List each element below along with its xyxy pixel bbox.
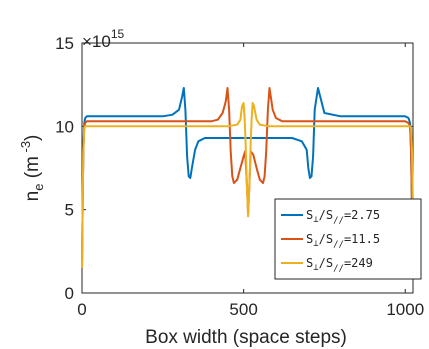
x-axis-label: Box width (space steps) bbox=[145, 327, 347, 348]
legend-entry-1-d: // bbox=[333, 240, 344, 250]
legend-entry-1-e: =11.5 bbox=[344, 232, 380, 246]
x-tick-label-2: 1000 bbox=[386, 300, 424, 319]
y-tick-label-2: 10 bbox=[55, 117, 74, 136]
legend-entry-1: S⊥/S//=11.5 bbox=[306, 232, 380, 250]
y-tick-label-1: 5 bbox=[65, 201, 74, 220]
y-exponent-power: 15 bbox=[111, 27, 125, 41]
y-tick-label-3: 15 bbox=[55, 34, 74, 53]
legend-entry-0-c: /S bbox=[319, 208, 333, 222]
y-axis-label-main: n bbox=[22, 191, 43, 202]
y-axis-label-unit-close: ) bbox=[22, 135, 43, 141]
series-line-0 bbox=[81, 87, 414, 269]
legend-entry-2: S⊥/S//=249 bbox=[306, 256, 373, 274]
y-exponent: ×1015 bbox=[82, 27, 125, 51]
legend-entry-2-d: // bbox=[333, 264, 344, 274]
x-tick-label-0: 0 bbox=[77, 300, 86, 319]
y-tick-label-0: 0 bbox=[65, 284, 74, 303]
legend-entry-0-a: S bbox=[306, 208, 313, 222]
legend-entry-2-c: /S bbox=[319, 256, 333, 270]
legend-entry-0-e: =2.75 bbox=[344, 208, 380, 222]
legend: S⊥/S//=2.75 S⊥/S//=11.5 S⊥/S//=249 bbox=[274, 198, 422, 280]
legend-entry-1-c: /S bbox=[319, 232, 333, 246]
y-axis-label-sub: e bbox=[31, 184, 46, 191]
series-layer bbox=[81, 87, 414, 269]
legend-entry-0-b: ⊥ bbox=[313, 215, 319, 225]
x-tick-label-1: 500 bbox=[229, 300, 257, 319]
legend-entry-2-a: S bbox=[306, 256, 313, 270]
legend-entry-2-e: =249 bbox=[344, 256, 373, 270]
y-axis-label: ne (m -3) bbox=[18, 135, 46, 202]
y-exponent-prefix: ×10 bbox=[82, 32, 111, 51]
legend-entry-0-d: // bbox=[333, 216, 344, 226]
legend-entry-1-b: ⊥ bbox=[313, 239, 319, 249]
y-axis-label-unit-open: (m bbox=[22, 156, 43, 183]
legend-entry-0: S⊥/S//=2.75 bbox=[306, 208, 380, 226]
series-line-2 bbox=[81, 102, 414, 269]
y-axis-label-unit-exp: -3 bbox=[18, 141, 33, 156]
legend-entry-1-a: S bbox=[306, 232, 313, 246]
legend-entry-2-b: ⊥ bbox=[313, 263, 319, 273]
axis-tick-labels: 0 500 1000 0 5 10 15 bbox=[55, 34, 424, 319]
